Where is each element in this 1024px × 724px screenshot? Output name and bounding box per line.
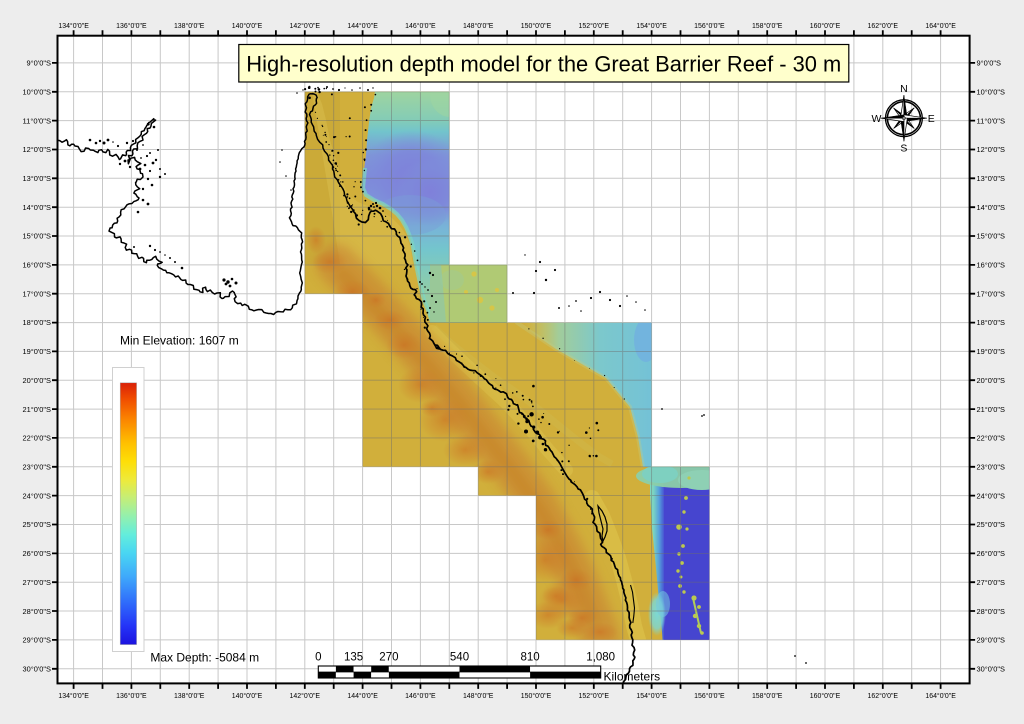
svg-text:24°0'0"S: 24°0'0"S [23, 491, 52, 500]
svg-text:27°0'0"S: 27°0'0"S [23, 578, 52, 587]
svg-text:W: W [871, 113, 881, 125]
svg-text:24°0'0"S: 24°0'0"S [977, 491, 1006, 500]
svg-text:1,080: 1,080 [586, 652, 615, 664]
svg-text:154°0'0"E: 154°0'0"E [636, 691, 667, 700]
svg-text:11°0'0"S: 11°0'0"S [23, 116, 52, 125]
svg-text:156°0'0"E: 156°0'0"E [694, 691, 725, 700]
svg-text:27°0'0"S: 27°0'0"S [977, 578, 1006, 587]
svg-text:146°0'0"E: 146°0'0"E [405, 21, 436, 30]
svg-text:28°0'0"S: 28°0'0"S [23, 607, 52, 616]
svg-text:154°0'0"E: 154°0'0"E [636, 21, 667, 30]
svg-text:16°0'0"S: 16°0'0"S [977, 261, 1006, 270]
svg-text:146°0'0"E: 146°0'0"E [405, 691, 436, 700]
svg-text:12°0'0"S: 12°0'0"S [977, 145, 1006, 154]
svg-text:10°0'0"S: 10°0'0"S [23, 88, 52, 97]
svg-text:144°0'0"E: 144°0'0"E [347, 691, 378, 700]
svg-text:135: 135 [344, 652, 363, 664]
svg-text:164°0'0"E: 164°0'0"E [925, 21, 956, 30]
svg-text:Min Elevation: 1607 m: Min Elevation: 1607 m [120, 334, 239, 348]
svg-text:21°0'0"S: 21°0'0"S [23, 405, 52, 414]
svg-text:14°0'0"S: 14°0'0"S [977, 203, 1006, 212]
svg-text:12°0'0"S: 12°0'0"S [23, 145, 52, 154]
svg-text:136°0'0"E: 136°0'0"E [116, 691, 147, 700]
svg-text:20°0'0"S: 20°0'0"S [977, 376, 1006, 385]
svg-text:25°0'0"S: 25°0'0"S [977, 520, 1006, 529]
svg-text:144°0'0"E: 144°0'0"E [347, 21, 378, 30]
svg-text:134°0'0"E: 134°0'0"E [58, 691, 89, 700]
svg-text:22°0'0"S: 22°0'0"S [977, 434, 1006, 443]
svg-text:26°0'0"S: 26°0'0"S [977, 549, 1006, 558]
svg-text:N: N [900, 83, 908, 95]
svg-text:270: 270 [379, 652, 398, 664]
svg-text:156°0'0"E: 156°0'0"E [694, 21, 725, 30]
svg-text:9°0'0"S: 9°0'0"S [27, 59, 52, 68]
svg-text:138°0'0"E: 138°0'0"E [174, 691, 205, 700]
svg-text:20°0'0"S: 20°0'0"S [23, 376, 52, 385]
svg-text:13°0'0"S: 13°0'0"S [977, 174, 1006, 183]
svg-text:162°0'0"E: 162°0'0"E [868, 691, 899, 700]
svg-text:140°0'0"E: 140°0'0"E [232, 21, 263, 30]
svg-text:E: E [928, 113, 935, 125]
svg-text:S: S [900, 143, 907, 155]
svg-text:540: 540 [450, 652, 469, 664]
svg-text:21°0'0"S: 21°0'0"S [977, 405, 1006, 414]
svg-text:152°0'0"E: 152°0'0"E [579, 691, 610, 700]
svg-text:19°0'0"S: 19°0'0"S [23, 347, 52, 356]
svg-text:23°0'0"S: 23°0'0"S [977, 463, 1006, 472]
svg-text:17°0'0"S: 17°0'0"S [977, 289, 1006, 298]
svg-text:17°0'0"S: 17°0'0"S [23, 289, 52, 298]
svg-text:158°0'0"E: 158°0'0"E [752, 691, 783, 700]
svg-text:158°0'0"E: 158°0'0"E [752, 21, 783, 30]
svg-text:30°0'0"S: 30°0'0"S [23, 665, 52, 674]
svg-text:15°0'0"S: 15°0'0"S [977, 232, 1006, 241]
svg-text:18°0'0"S: 18°0'0"S [977, 318, 1006, 327]
svg-text:160°0'0"E: 160°0'0"E [810, 21, 841, 30]
svg-text:140°0'0"E: 140°0'0"E [232, 691, 263, 700]
svg-text:28°0'0"S: 28°0'0"S [977, 607, 1006, 616]
svg-text:164°0'0"E: 164°0'0"E [925, 691, 956, 700]
svg-text:11°0'0"S: 11°0'0"S [977, 116, 1006, 125]
svg-text:15°0'0"S: 15°0'0"S [23, 232, 52, 241]
svg-text:142°0'0"E: 142°0'0"E [290, 691, 321, 700]
svg-text:26°0'0"S: 26°0'0"S [23, 549, 52, 558]
svg-text:138°0'0"E: 138°0'0"E [174, 21, 205, 30]
svg-text:9°0'0"S: 9°0'0"S [977, 59, 1002, 68]
svg-text:22°0'0"S: 22°0'0"S [23, 434, 52, 443]
svg-text:134°0'0"E: 134°0'0"E [58, 21, 89, 30]
svg-text:13°0'0"S: 13°0'0"S [23, 174, 52, 183]
svg-text:14°0'0"S: 14°0'0"S [23, 203, 52, 212]
svg-text:148°0'0"E: 148°0'0"E [463, 21, 494, 30]
svg-text:10°0'0"S: 10°0'0"S [977, 88, 1006, 97]
svg-text:0: 0 [315, 652, 321, 664]
svg-text:18°0'0"S: 18°0'0"S [23, 318, 52, 327]
svg-text:148°0'0"E: 148°0'0"E [463, 691, 494, 700]
svg-text:Kilometers: Kilometers [604, 670, 661, 684]
svg-text:162°0'0"E: 162°0'0"E [868, 21, 899, 30]
svg-text:29°0'0"S: 29°0'0"S [977, 636, 1006, 645]
svg-text:29°0'0"S: 29°0'0"S [23, 636, 52, 645]
svg-text:160°0'0"E: 160°0'0"E [810, 691, 841, 700]
svg-text:30°0'0"S: 30°0'0"S [977, 665, 1006, 674]
svg-text:152°0'0"E: 152°0'0"E [579, 21, 610, 30]
svg-text:150°0'0"E: 150°0'0"E [521, 691, 552, 700]
svg-text:142°0'0"E: 142°0'0"E [290, 21, 321, 30]
svg-text:Max Depth: -5084 m: Max Depth: -5084 m [150, 651, 259, 665]
svg-text:810: 810 [521, 652, 540, 664]
svg-text:High-resolution depth model fo: High-resolution depth model for the Grea… [246, 52, 841, 77]
svg-text:16°0'0"S: 16°0'0"S [23, 261, 52, 270]
svg-text:19°0'0"S: 19°0'0"S [977, 347, 1006, 356]
svg-text:150°0'0"E: 150°0'0"E [521, 21, 552, 30]
svg-text:136°0'0"E: 136°0'0"E [116, 21, 147, 30]
svg-text:23°0'0"S: 23°0'0"S [23, 463, 52, 472]
svg-text:25°0'0"S: 25°0'0"S [23, 520, 52, 529]
